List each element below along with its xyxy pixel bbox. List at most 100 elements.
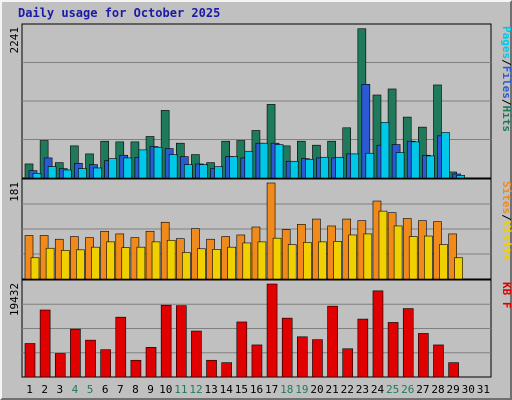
bar-kb-f-day-22 xyxy=(342,348,354,378)
bar-kb-f-day-6 xyxy=(100,349,111,378)
bar-kb-f-day-20 xyxy=(312,339,323,378)
bar-kb-f-day-21 xyxy=(327,305,338,378)
legend-entry: Hits xyxy=(500,106,512,133)
bar-sites-day-20 xyxy=(318,241,327,280)
x-tick-label: 24 xyxy=(371,383,385,396)
bar-sites-day-12 xyxy=(197,248,206,280)
panel-2-legend: Sites/Visits xyxy=(500,181,512,261)
bar-sites-day-23 xyxy=(363,233,373,280)
bar-pages-day-9 xyxy=(153,146,163,179)
bar-pages-day-11 xyxy=(183,164,193,179)
x-tick-label: 19 xyxy=(295,383,308,396)
bar-sites-day-21 xyxy=(333,241,342,280)
x-tick-label: 31 xyxy=(477,383,490,396)
panel-3-max-label: 19432 xyxy=(8,283,21,316)
bar-sites-day-1 xyxy=(30,257,40,280)
bar-kb-f-day-26 xyxy=(402,308,414,378)
x-tick-label: 30 xyxy=(462,383,475,396)
bar-sites-day-11 xyxy=(181,252,191,280)
bar-sites-day-27 xyxy=(424,235,433,280)
panel-3-legend: KB F xyxy=(500,282,512,309)
bar-kb-f-day-1 xyxy=(24,343,36,378)
bar-kb-f-day-15 xyxy=(236,321,248,378)
bar-visits-day-17 xyxy=(266,182,276,280)
x-tick-label: 9 xyxy=(147,383,154,396)
bar-pages-day-24 xyxy=(380,122,390,179)
chart-title: Daily usage for October 2025 xyxy=(18,6,221,20)
panel-1-max-label: 2241 xyxy=(8,27,21,54)
bar-pages-day-10 xyxy=(168,154,178,179)
bar-visits-day-1 xyxy=(24,235,34,280)
bar-sites-day-17 xyxy=(272,237,282,280)
bar-pages-day-20 xyxy=(320,156,329,179)
bar-pages-day-6 xyxy=(108,158,117,179)
x-tick-label: 15 xyxy=(235,383,248,396)
bar-kb-f-day-18 xyxy=(281,317,293,378)
bar-pages-day-8 xyxy=(138,149,148,179)
bar-pages-day-13 xyxy=(214,166,223,179)
bar-kb-f-day-24 xyxy=(372,290,384,378)
bar-sites-day-13 xyxy=(212,248,221,280)
bar-sites-day-14 xyxy=(227,246,236,280)
x-tick-label: 2 xyxy=(41,383,48,396)
x-tick-label: 29 xyxy=(447,383,460,396)
bar-pages-day-19 xyxy=(305,158,314,179)
x-tick-label: 20 xyxy=(310,383,323,396)
x-tick-label: 5 xyxy=(87,383,94,396)
bar-kb-f-day-27 xyxy=(418,333,429,378)
bar-kb-f-day-4 xyxy=(70,328,81,378)
legend-entry: / xyxy=(500,99,512,106)
x-tick-label: 13 xyxy=(204,383,217,396)
bar-pages-day-2 xyxy=(47,166,57,179)
legend-entry: Sites xyxy=(500,181,512,214)
bar-sites-day-7 xyxy=(121,247,131,280)
x-tick-label: 27 xyxy=(416,383,429,396)
legend-entry: / xyxy=(500,59,512,66)
x-tick-label: 21 xyxy=(326,383,339,396)
panel-2-max-label: 181 xyxy=(8,182,21,202)
bar-pages-day-27 xyxy=(426,155,435,179)
x-tick-label: 17 xyxy=(265,383,278,396)
bar-sites-day-16 xyxy=(257,241,267,280)
bar-pages-day-1 xyxy=(32,173,42,179)
bar-sites-day-6 xyxy=(106,241,115,280)
x-tick-label: 14 xyxy=(220,383,234,396)
bar-sites-day-22 xyxy=(348,234,358,280)
x-tick-label: 16 xyxy=(250,383,263,396)
bar-kb-f-day-12 xyxy=(191,330,202,378)
bar-kb-f-day-28 xyxy=(433,344,444,378)
legend-entry: Pages xyxy=(500,26,512,59)
bar-kb-f-day-23 xyxy=(357,318,369,378)
x-tick-label: 4 xyxy=(72,383,79,396)
bar-pages-day-21 xyxy=(335,156,344,179)
x-tick-label: 7 xyxy=(117,383,124,396)
x-tick-label: 3 xyxy=(57,383,64,396)
bar-kb-f-day-11 xyxy=(175,305,187,378)
bar-kb-f-day-10 xyxy=(160,304,172,378)
legend-entry: KB F xyxy=(500,282,512,309)
bar-pages-day-17 xyxy=(274,144,284,179)
x-tick-label: 11 xyxy=(174,383,187,396)
bar-kb-f-day-13 xyxy=(206,359,217,378)
bar-pages-day-18 xyxy=(289,160,299,179)
bar-pages-day-25 xyxy=(395,152,405,179)
bar-kb-f-day-9 xyxy=(145,347,157,378)
bar-visits-day-29 xyxy=(448,233,457,280)
legend-entry: Visits xyxy=(500,221,512,261)
bar-pages-day-23 xyxy=(365,152,375,179)
x-tick-label: 6 xyxy=(102,383,109,396)
bar-kb-f-day-29 xyxy=(448,362,459,378)
bar-kb-f-day-19 xyxy=(297,336,308,378)
bar-kb-f-day-8 xyxy=(130,359,142,378)
bar-pages-day-12 xyxy=(199,164,208,179)
x-tick-label: 28 xyxy=(431,383,444,396)
bar-kb-f-day-25 xyxy=(387,322,399,378)
bar-sites-day-8 xyxy=(136,246,146,280)
bar-kb-f-day-2 xyxy=(39,309,51,378)
bar-sites-day-9 xyxy=(151,241,161,280)
x-tick-label: 1 xyxy=(26,383,33,396)
bar-sites-day-15 xyxy=(242,242,252,280)
x-tick-label: 26 xyxy=(401,383,414,396)
